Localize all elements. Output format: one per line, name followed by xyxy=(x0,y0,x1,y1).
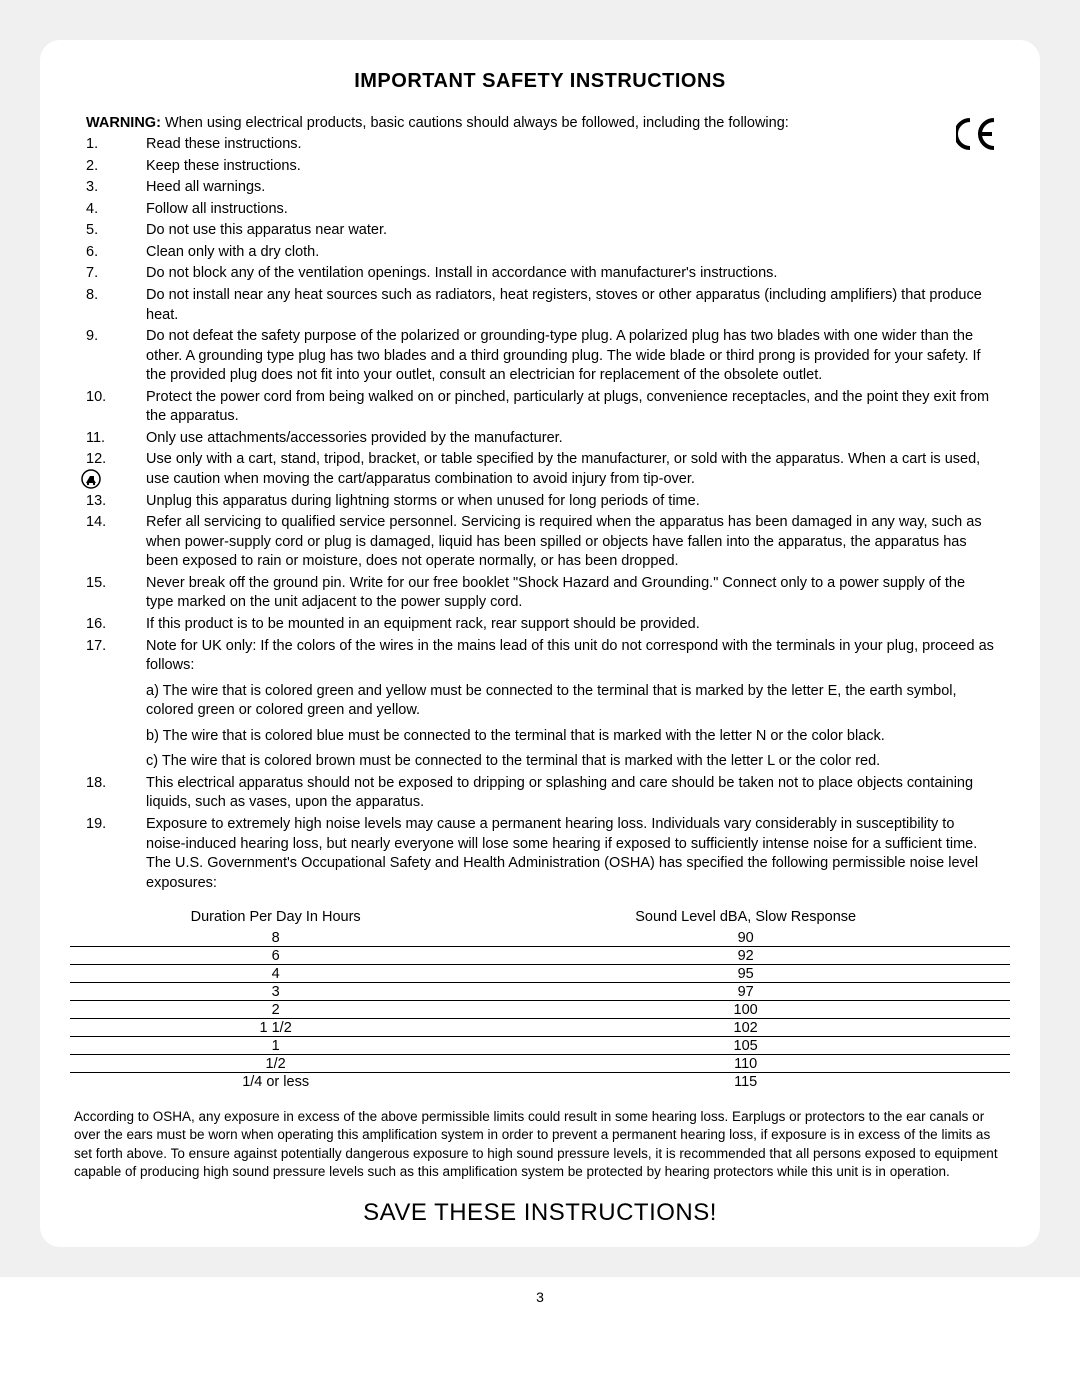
table-row: 495 xyxy=(70,965,1010,983)
table-row: 2100 xyxy=(70,1001,1010,1019)
save-instructions: SAVE THESE INSTRUCTIONS! xyxy=(70,1199,1010,1227)
page-number: 3 xyxy=(0,1277,1080,1309)
list-item: 18.This electrical apparatus should not … xyxy=(86,774,994,813)
list-item: 8.Do not install near any heat sources s… xyxy=(86,286,994,325)
content-panel: IMPORTANT SAFETY INSTRUCTIONS WARNING: W… xyxy=(40,40,1040,1247)
table-header: Sound Level dBA, Slow Response xyxy=(481,907,1010,929)
table-row: 692 xyxy=(70,947,1010,965)
list-item: 5.Do not use this apparatus near water. xyxy=(86,221,994,241)
list-item: 15.Never break off the ground pin. Write… xyxy=(86,574,994,613)
cart-tip-icon xyxy=(81,469,101,489)
table-row: 1/4 or less115 xyxy=(70,1073,1010,1091)
list-item: 10.Protect the power cord from being wal… xyxy=(86,388,994,427)
sub-item: c) The wire that is colored brown must b… xyxy=(146,752,994,772)
sub-item: a) The wire that is colored green and ye… xyxy=(146,682,994,721)
list-item: 1.Read these instructions. xyxy=(86,135,994,155)
warning-label: WARNING: xyxy=(86,115,161,131)
list-item: 17. Note for UK only: If the colors of t… xyxy=(86,637,994,772)
list-item: 9.Do not defeat the safety purpose of th… xyxy=(86,327,994,386)
list-item: 12. Use only with a cart, stand, tripod,… xyxy=(86,450,994,489)
document-page: IMPORTANT SAFETY INSTRUCTIONS WARNING: W… xyxy=(0,0,1080,1277)
warning-line: WARNING: When using electrical products,… xyxy=(86,115,1010,131)
list-item: 14.Refer all servicing to qualified serv… xyxy=(86,513,994,572)
list-item: 16.If this product is to be mounted in a… xyxy=(86,615,994,635)
exposure-table: Duration Per Day In Hours Sound Level dB… xyxy=(70,907,1010,1090)
table-row: 1/2110 xyxy=(70,1055,1010,1073)
table-header: Duration Per Day In Hours xyxy=(70,907,481,929)
list-item: 7.Do not block any of the ventilation op… xyxy=(86,264,994,284)
table-row: 1 1/2102 xyxy=(70,1019,1010,1037)
list-item: 13.Unplug this apparatus during lightnin… xyxy=(86,492,994,512)
list-item: 11.Only use attachments/accessories prov… xyxy=(86,429,994,449)
osha-note: According to OSHA, any exposure in exces… xyxy=(74,1108,1006,1181)
instructions-list: 1.Read these instructions. 2.Keep these … xyxy=(86,135,994,893)
list-item: 4.Follow all instructions. xyxy=(86,200,994,220)
page-title: IMPORTANT SAFETY INSTRUCTIONS xyxy=(70,70,1010,93)
list-item: 2.Keep these instructions. xyxy=(86,157,994,177)
warning-text: When using electrical products, basic ca… xyxy=(165,115,789,131)
table-row: 397 xyxy=(70,983,1010,1001)
table-row: 890 xyxy=(70,929,1010,947)
list-item: 6.Clean only with a dry cloth. xyxy=(86,243,994,263)
ce-mark-icon xyxy=(956,112,998,160)
sub-item: b) The wire that is colored blue must be… xyxy=(146,727,994,747)
table-header-row: Duration Per Day In Hours Sound Level dB… xyxy=(70,907,1010,929)
list-item: 3.Heed all warnings. xyxy=(86,178,994,198)
list-item: 19.Exposure to extremely high noise leve… xyxy=(86,815,994,893)
table-row: 1105 xyxy=(70,1037,1010,1055)
